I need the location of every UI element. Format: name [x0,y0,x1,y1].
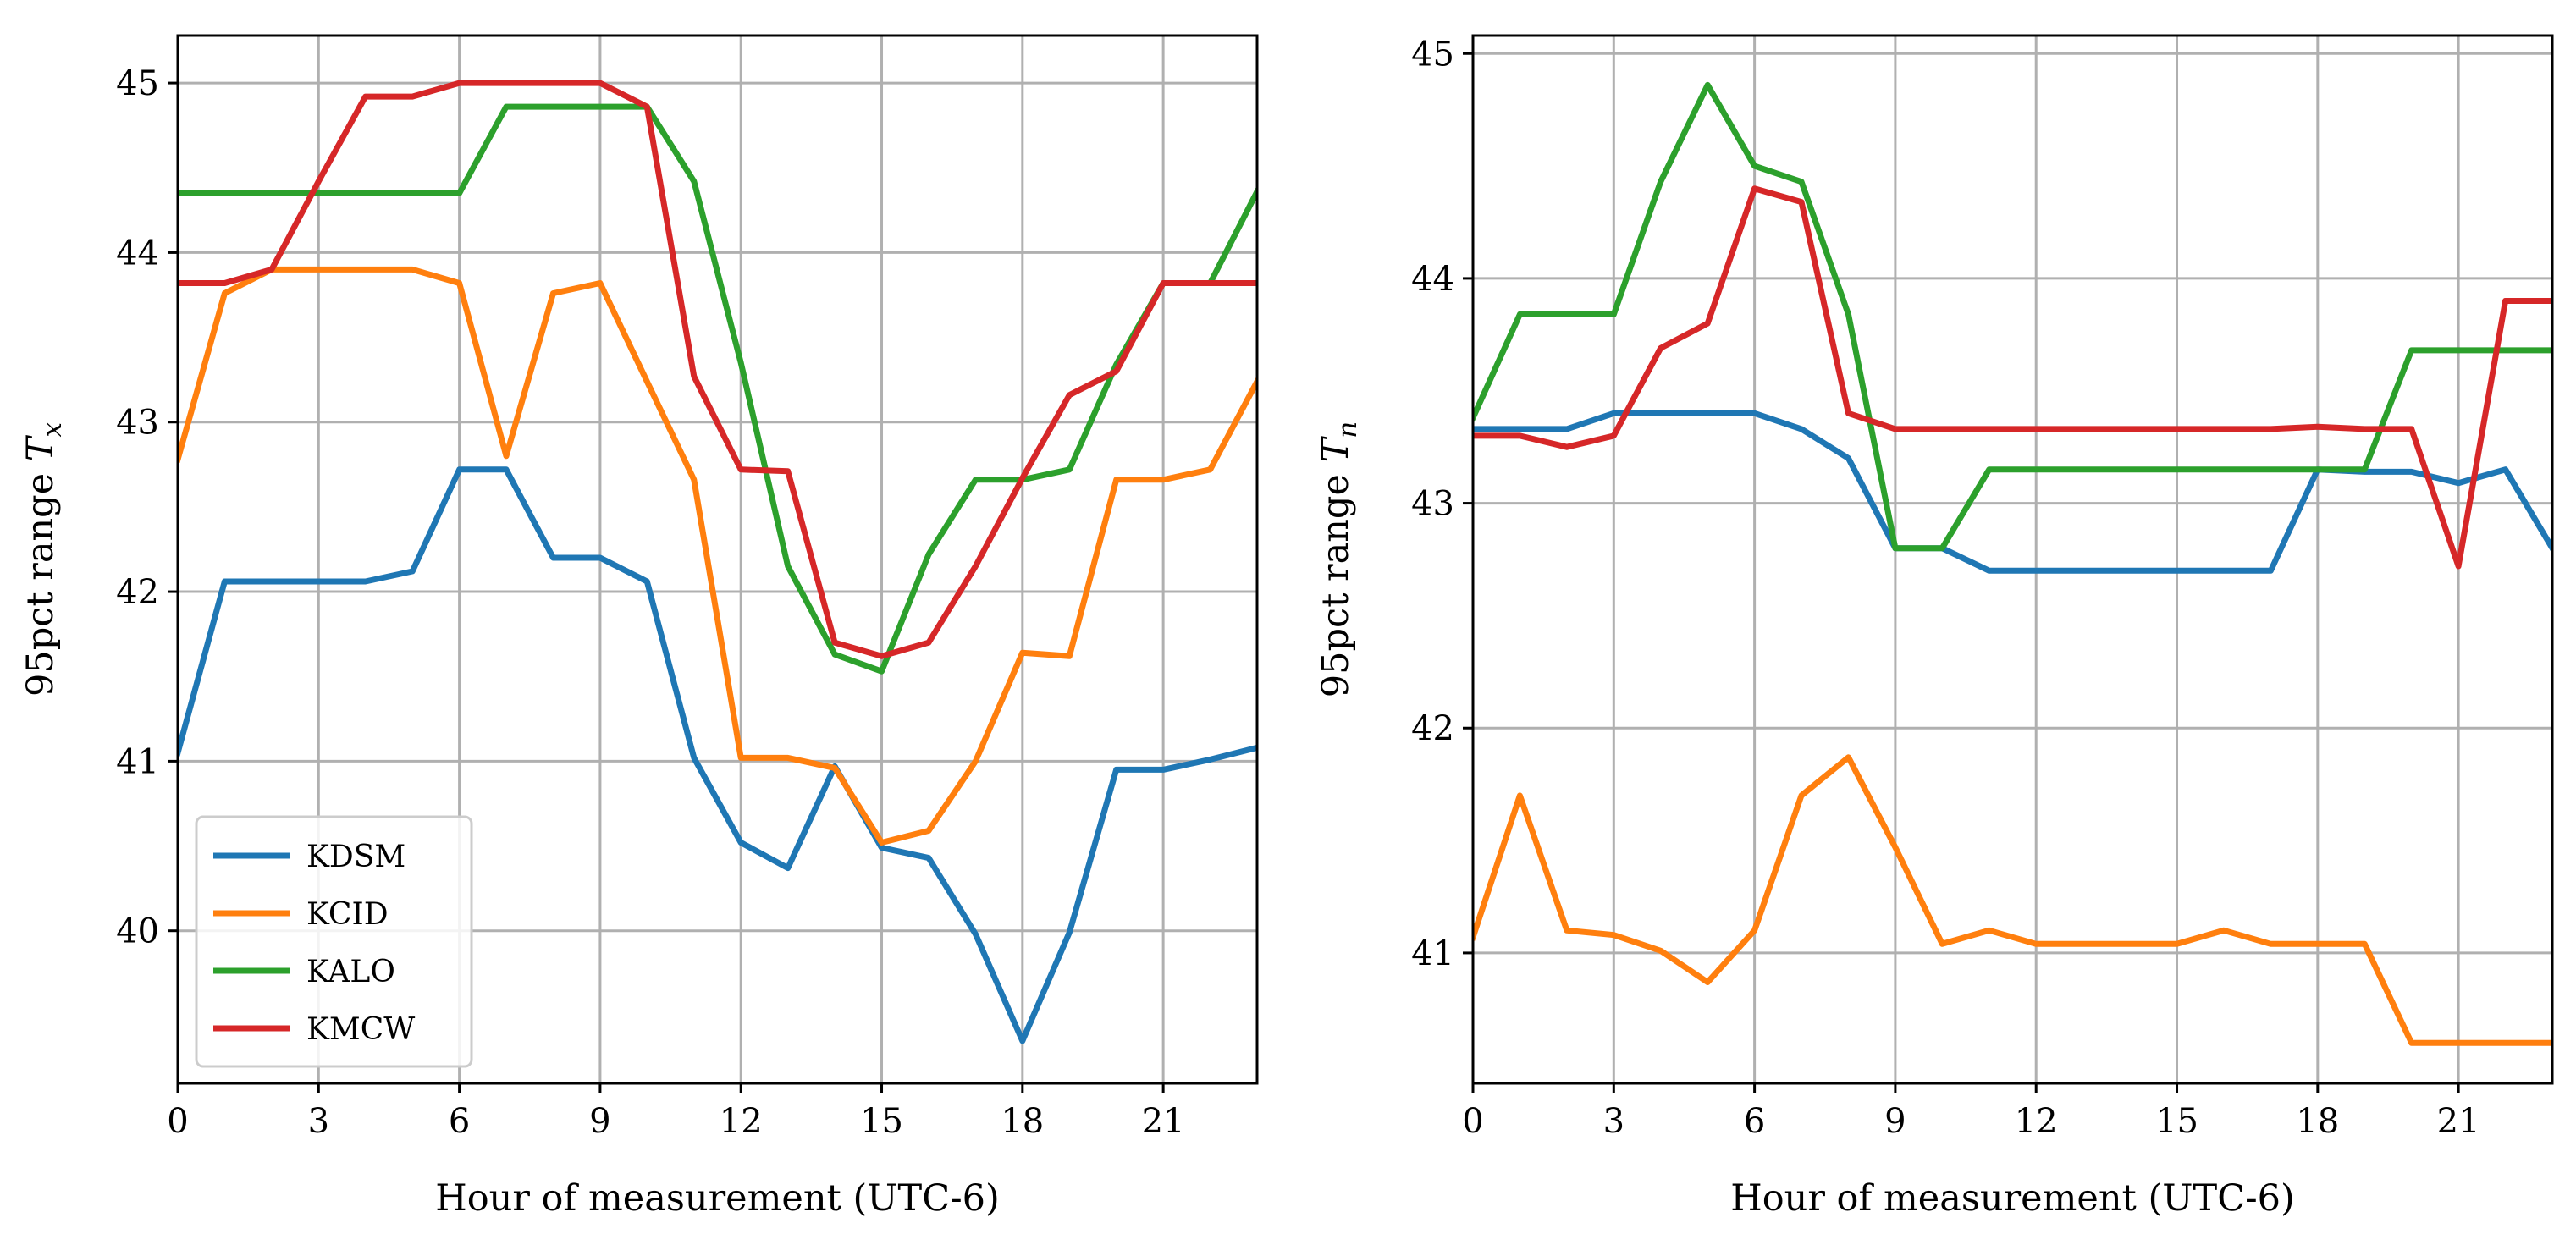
series-line-kalo [178,103,1257,675]
series-line-kmcw [178,80,1257,659]
y-tick-label: 45 [1411,35,1454,74]
y-tick-label: 44 [116,234,159,273]
y-tick-label: 45 [116,64,159,103]
x-tick-label: 12 [2015,1102,2058,1141]
legend-label-kmcw: KMCW [306,1012,415,1047]
x-tick-label: 3 [1603,1102,1624,1141]
y-tick-label: 40 [116,912,159,951]
y-tick-label: 44 [1411,260,1454,299]
series-line [1473,754,2552,1046]
x-tick-label: 15 [860,1102,903,1141]
y-axis-label-symbol: T [1315,435,1357,462]
x-tick-label: 0 [1462,1102,1483,1141]
axes-frame [176,34,1259,1085]
y-tick-label: 41 [1411,934,1454,973]
legend-box [195,815,473,1068]
x-axis-label: Hour of measurement (UTC-6) [1730,1177,2295,1220]
series-line [1473,410,2552,574]
y-tick-label: 41 [116,742,159,781]
series-line [1473,185,2552,570]
x-tick-label: 0 [167,1102,188,1141]
legend-label-kalo: KALO [306,955,395,989]
x-tick-label: 12 [720,1102,763,1141]
y-axis-label-text: 95pct range [1315,462,1357,697]
y-axis-label-subscript: n [1332,421,1363,438]
left-panel-tx: 0 3 6 9 12 15 18 21 40 41 42 43 44 45 Hour of measurem… [19,34,1259,1220]
series-line-kdsm [178,466,1257,1044]
y-tick-label: 43 [116,404,159,443]
x-tick-label: 3 [308,1102,329,1141]
y-axis-label: 95pct range Tn [1315,421,1363,697]
legend: KDSM KCID KALO KMCW [195,815,473,1068]
x-tick-label: 6 [449,1102,470,1141]
right-panel-tn: 0 3 6 9 12 15 18 21 41 42 43 44 45 Hour of measuremen… [1315,34,2554,1220]
y-axis-label-symbol: T [19,434,62,461]
series-group [1473,81,2552,1046]
x-tick-label: 15 [2155,1102,2198,1141]
x-tick-label: 6 [1744,1102,1765,1141]
x-axis-label: Hour of measurement (UTC-6) [435,1177,1000,1220]
x-tick-label: 9 [589,1102,610,1141]
y-tick-label: 42 [116,573,159,612]
y-axis-label: 95pct range Tx [19,421,68,697]
y-tick-label: 43 [1411,485,1454,524]
legend-label-kcid: KCID [306,897,389,932]
axes-frame [1471,34,2554,1085]
y-tick-label: 42 [1411,709,1454,748]
x-tick-label: 9 [1884,1102,1906,1141]
x-tick-label: 21 [2437,1102,2480,1141]
x-tick-label: 21 [1142,1102,1185,1141]
series-line-kcid [178,266,1257,846]
x-tick-label: 18 [2296,1102,2339,1141]
x-tick-label: 18 [1001,1102,1044,1141]
y-axis-label-subscript: x [37,421,68,437]
legend-label-kdsm: KDSM [306,840,405,874]
y-axis-label-text: 95pct range [19,461,62,697]
series-line [1473,81,2552,552]
series-group [178,80,1257,1044]
